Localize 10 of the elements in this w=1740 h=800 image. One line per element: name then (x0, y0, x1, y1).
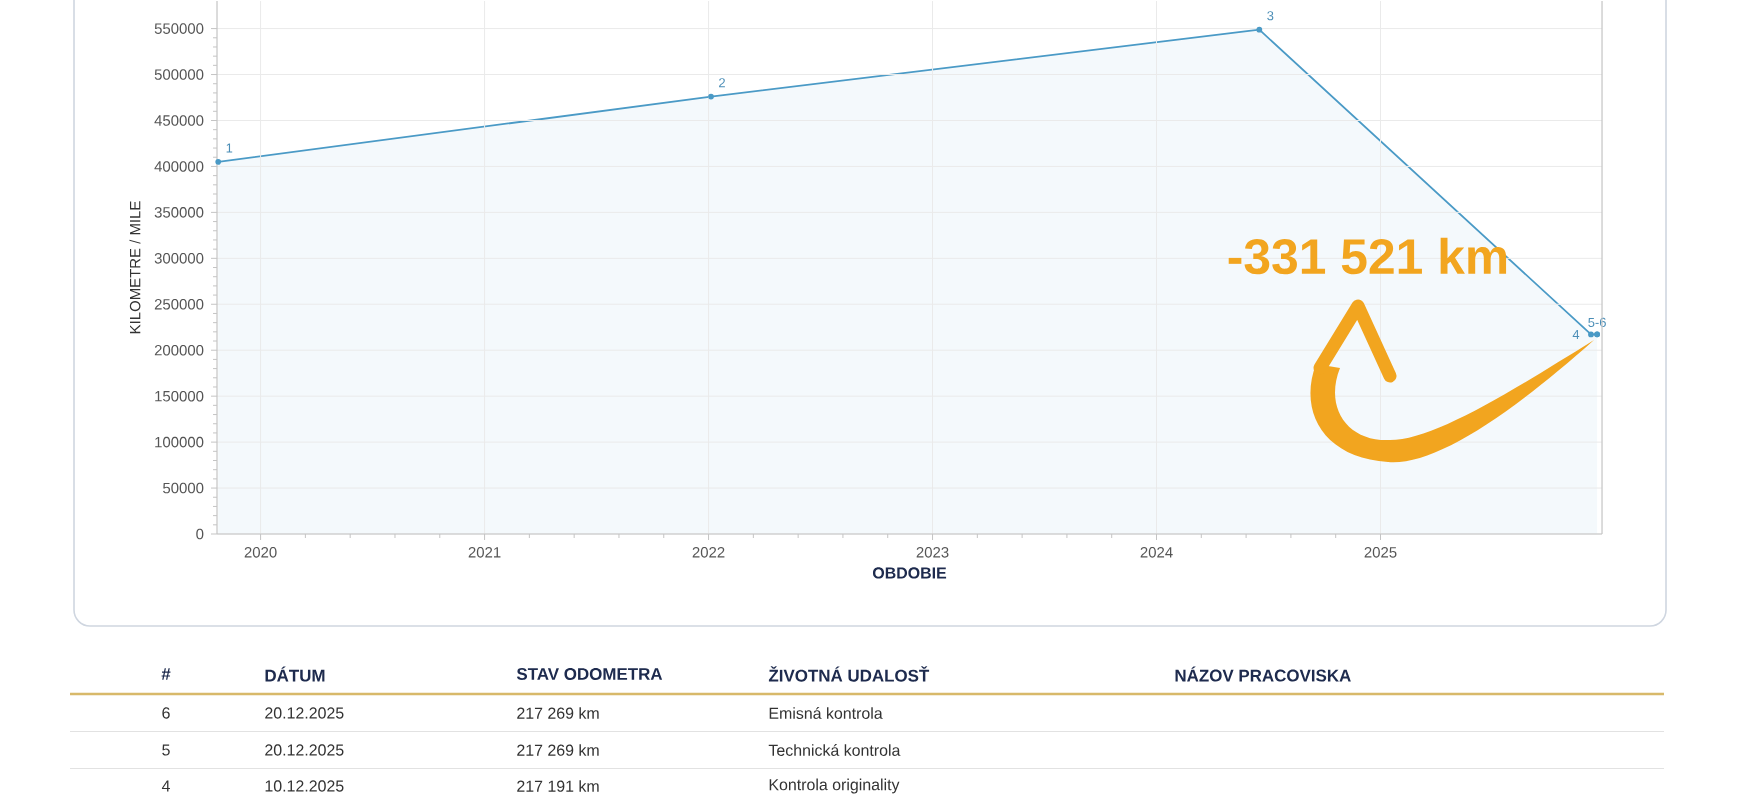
point (1256, 26, 1263, 33)
point (215, 158, 222, 165)
text: # (161, 668, 171, 680)
annotation: -331 521 km (1228, 237, 1507, 275)
text: ŽIVOTNÁ UDALOSŤ (768, 666, 930, 682)
text: DÁTUM (265, 666, 325, 682)
point (1588, 331, 1594, 338)
text: STAV ODOMETRA (516, 668, 663, 680)
point (708, 93, 714, 100)
text: NÁZOV PRACOVISKA (1175, 666, 1351, 682)
